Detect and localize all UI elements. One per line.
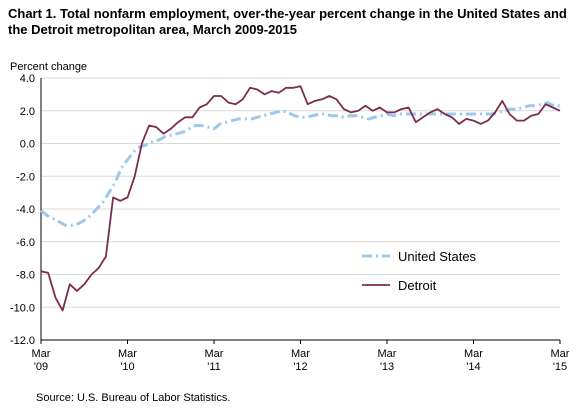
x-tick-label: '09: [34, 361, 48, 373]
y-axis-label: Percent change: [10, 61, 87, 73]
legend-label-united-states: United States: [398, 249, 477, 264]
y-tick-label: -8.0: [16, 270, 35, 282]
series-line-detroit: [40, 85, 561, 312]
x-tick-label: Mar: [32, 348, 51, 360]
x-tick-label: '15: [553, 361, 567, 373]
x-tick-label: '13: [380, 361, 394, 373]
gridlines: [41, 77, 560, 308]
x-tick-label: '12: [293, 361, 307, 373]
x-tick-label: Mar: [551, 348, 570, 360]
y-tick-label: -4.0: [16, 204, 35, 216]
x-tick-label: Mar: [205, 348, 224, 360]
y-tick-label: -2.0: [16, 171, 35, 183]
y-tick-label: 2.0: [20, 106, 35, 118]
legend: United States Detroit: [362, 249, 477, 293]
series-line-united-states: [40, 101, 560, 227]
y-tick-label: -12.0: [10, 335, 35, 347]
series-lines: [40, 85, 561, 312]
y-tick-label: 0.0: [20, 139, 35, 151]
x-tick-label: Mar: [378, 348, 397, 360]
source-note: Source: U.S. Bureau of Labor Statistics.: [36, 392, 231, 404]
x-tick-label: Mar: [291, 348, 310, 360]
y-tick-labels: 4.0 2.0 0.0 -2.0 -4.0 -6.0 -8.0 -10.0 -12.0: [10, 73, 35, 347]
x-tick-label: '10: [120, 361, 134, 373]
y-tick-label: -10.0: [10, 302, 35, 314]
x-tick-label: '11: [207, 361, 221, 373]
x-tick-label: '14: [466, 361, 480, 373]
axes: [40, 78, 561, 344]
x-tick-label: Mar: [464, 348, 483, 360]
legend-label-detroit: Detroit: [398, 278, 437, 293]
y-tick-label: 4.0: [20, 73, 35, 85]
chart-title: Chart 1. Total nonfarm employment, over-…: [8, 6, 567, 37]
x-tick-label: Mar: [118, 348, 137, 360]
x-tick-labels: Mar'09Mar'10Mar'11Mar'12Mar'13Mar'14Mar'…: [32, 348, 570, 373]
y-tick-label: -6.0: [16, 237, 35, 249]
